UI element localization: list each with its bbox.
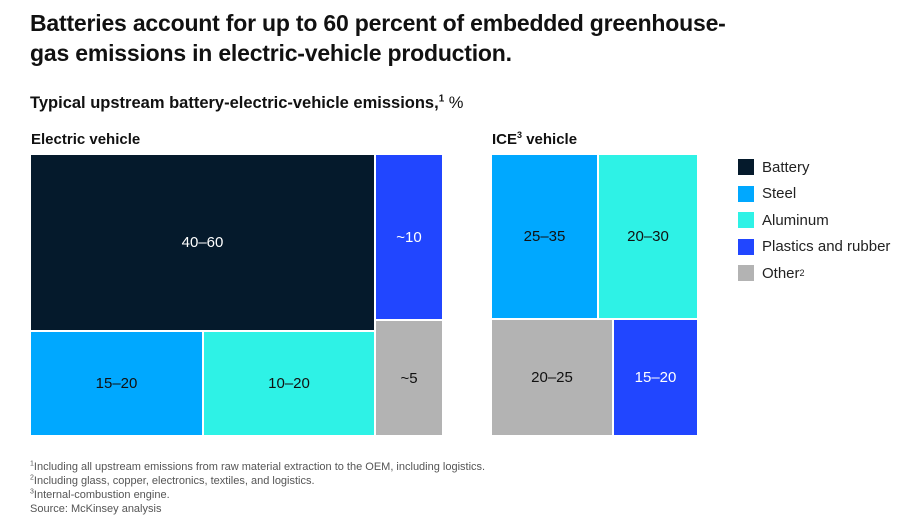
legend-label: Other [762, 264, 800, 282]
legend-swatch-battery [738, 159, 754, 176]
source-note: Source: McKinsey analysis [30, 502, 485, 516]
treemap-tile-plastics-and-rubber: 15–20 [614, 320, 697, 435]
legend-swatch-aluminum [738, 212, 754, 229]
treemap-tile-steel: 25–35 [492, 155, 597, 318]
ice-title-text: ICE [492, 131, 518, 148]
footnote-marker: 3 [30, 488, 34, 496]
treemap-tile-battery: 40–60 [31, 155, 374, 330]
tile-value-label: ~5 [400, 369, 418, 387]
legend-label: Steel [762, 185, 797, 203]
footnote-text: Including all upstream emissions from ra… [33, 461, 486, 473]
footnote-2: 2Including glass, copper, electronics, t… [30, 474, 485, 488]
legend-item-battery: Battery [738, 154, 890, 181]
chart-title: Batteries account for up to 60 percent o… [30, 10, 726, 66]
ev-panel-title: Electric vehicle [31, 131, 141, 148]
legend: Battery Steel Aluminum Plastics and rubb… [738, 154, 890, 287]
footnote-text: Including glass, copper, electronics, te… [33, 475, 315, 487]
legend-item-steel: Steel [738, 181, 890, 208]
treemap-tile-aluminum: 10–20 [204, 332, 374, 435]
legend-item-aluminum: Aluminum [738, 207, 890, 234]
tile-value-label: 15–20 [634, 369, 677, 386]
legend-swatch-other [738, 265, 754, 282]
tile-value-label: 40–60 [181, 234, 224, 251]
footnote-3: 3Internal-combustion engine. [30, 488, 485, 502]
tile-value-label: 25–35 [523, 228, 566, 245]
treemap-tile-other: ~5 [376, 321, 442, 435]
source-text: Source: McKinsey analysis [30, 503, 162, 515]
chart-subtitle: Typical upstream battery-electric-vehicl… [30, 94, 463, 113]
treemap-tile-other: 20–25 [492, 320, 612, 435]
footnotes: 1Including all upstream emissions from r… [30, 460, 485, 516]
legend-item-other: Other 2 [738, 260, 890, 287]
ice-title-suffix: vehicle [522, 131, 578, 148]
tile-value-label: 20–25 [531, 369, 573, 386]
legend-swatch-steel [738, 185, 754, 202]
subtitle-unit: % [444, 94, 464, 112]
treemap-tile-steel: 15–20 [31, 332, 202, 435]
tile-value-label: 10–20 [268, 375, 310, 392]
ice-panel-title: ICE3 vehicle [492, 130, 578, 149]
subtitle-footnote-marker: 1 [438, 93, 445, 105]
tile-value-label: ~10 [396, 228, 422, 246]
tile-value-label: 20–30 [627, 228, 669, 245]
footnote-1: 1Including all upstream emissions from r… [30, 460, 485, 474]
footnote-marker: 2 [30, 474, 34, 482]
footnote-text: Internal-combustion engine. [33, 489, 170, 501]
tile-value-label: 15–20 [95, 375, 138, 392]
legend-label: Battery [762, 158, 810, 176]
treemap-tile-plastics-and-rubber: ~10 [376, 155, 442, 319]
treemap-tile-aluminum: 20–30 [599, 155, 697, 318]
subtitle-text: Typical upstream battery-electric-vehicl… [30, 94, 439, 112]
legend-swatch-plastics [738, 238, 754, 255]
ice-footnote-marker: 3 [517, 130, 523, 140]
footnote-marker: 1 [30, 460, 34, 468]
legend-label: Aluminum [762, 211, 829, 229]
legend-item-plastics: Plastics and rubber [738, 234, 890, 261]
legend-label: Plastics and rubber [762, 238, 891, 256]
